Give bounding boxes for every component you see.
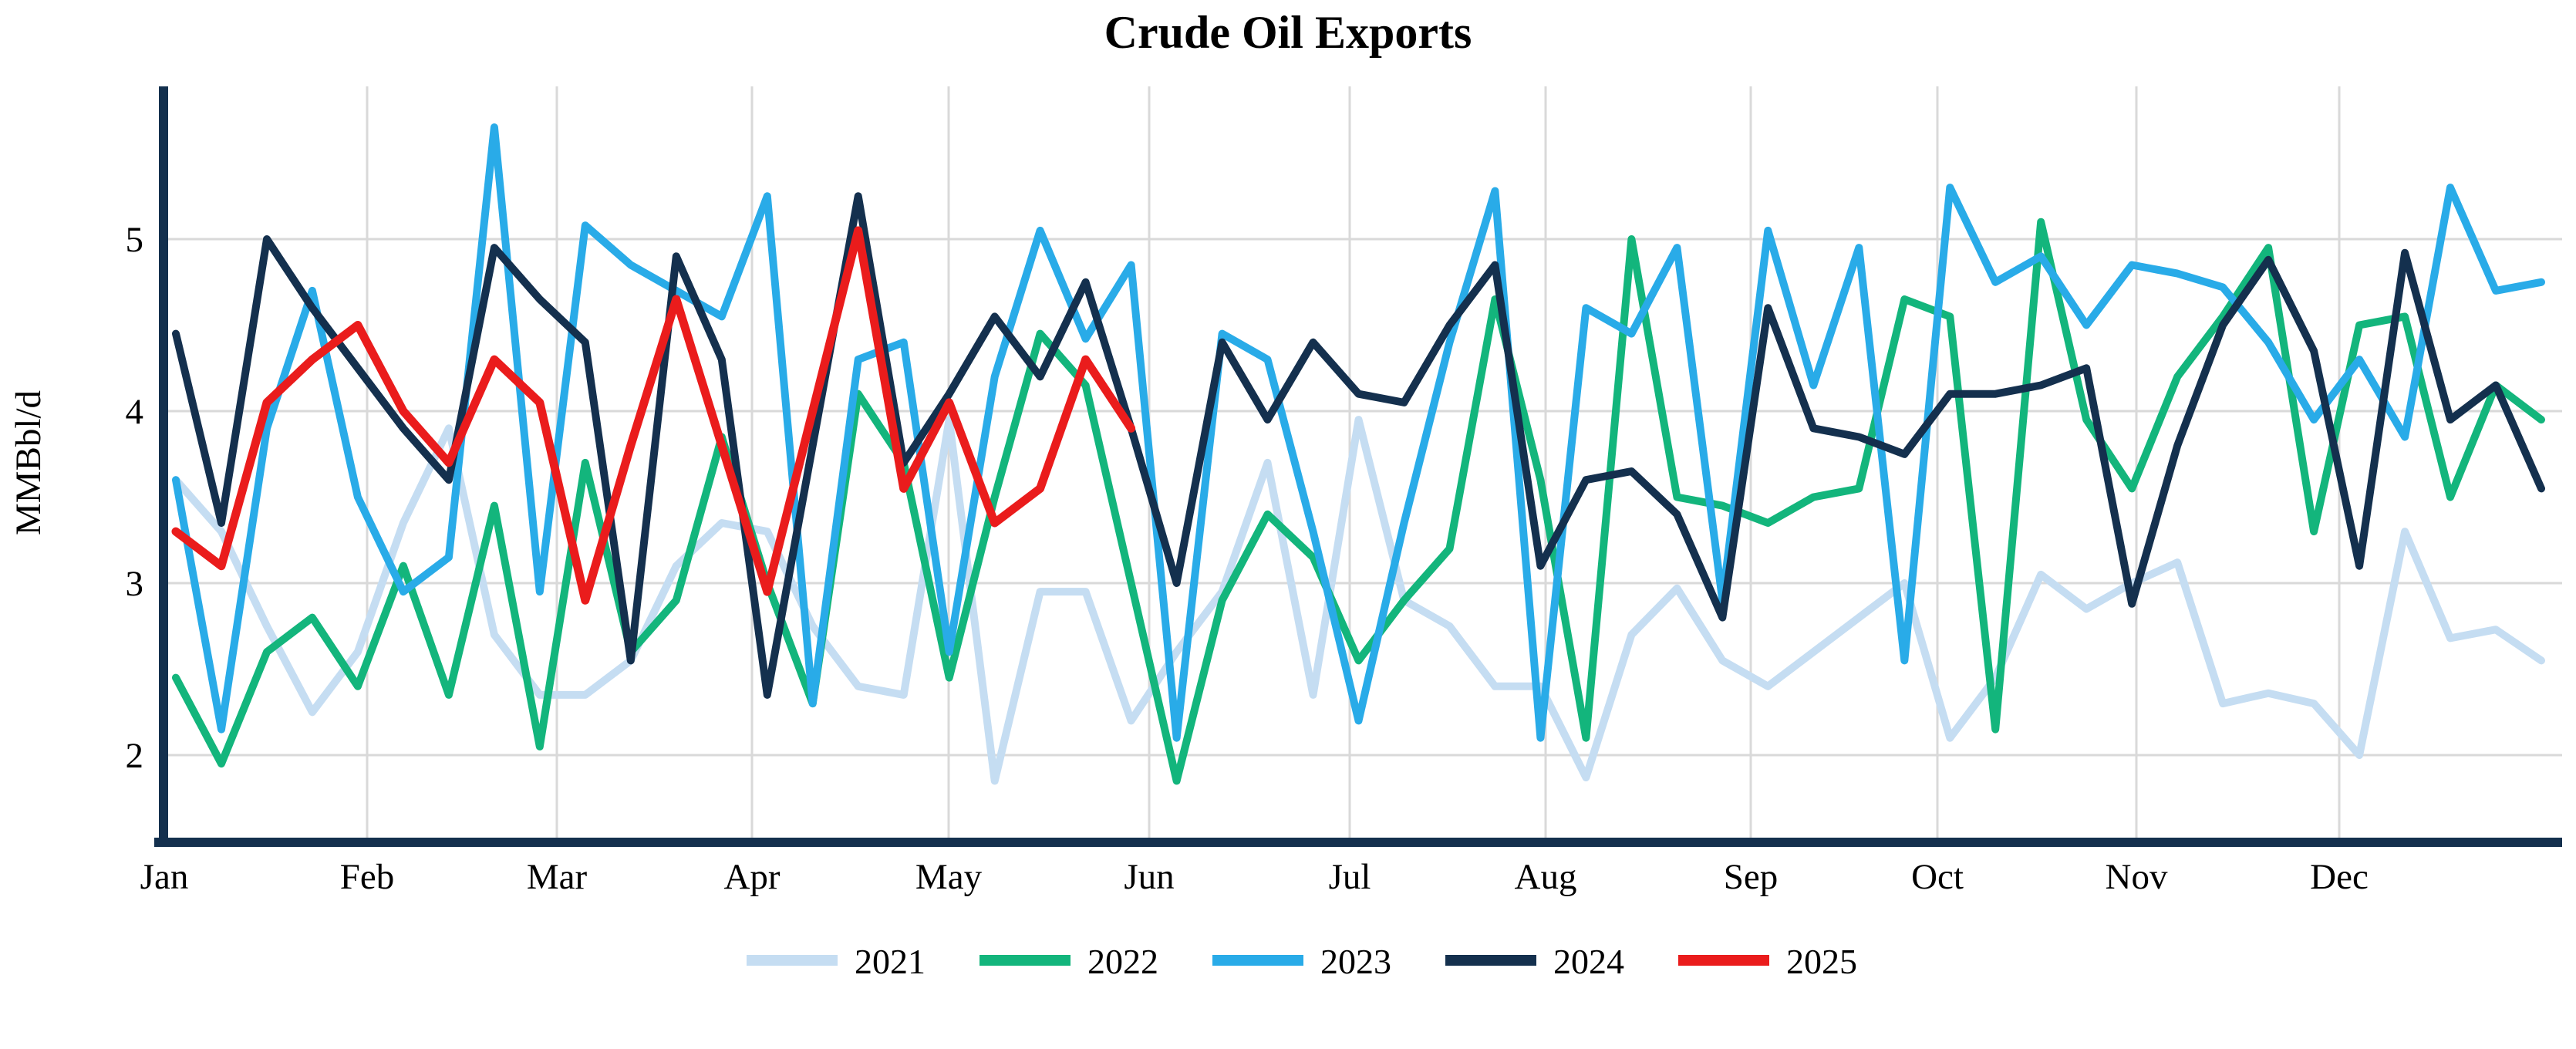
x-tick-label-apr: Apr (723, 857, 780, 897)
legend-label-2025: 2025 (1786, 942, 1857, 981)
legend-item-2024: 2024 (1445, 942, 1624, 981)
y-tick-label-5: 5 (126, 220, 144, 260)
series-line-2021 (172, 416, 2545, 785)
x-tick-label-aug: Aug (1515, 857, 1577, 897)
y-tick-label-2: 2 (126, 736, 144, 776)
y-tick-label-4: 4 (126, 392, 144, 432)
x-tick-label-dec: Dec (2310, 857, 2369, 897)
series-lines (171, 123, 2545, 785)
series-line-2022 (172, 218, 2545, 785)
x-tick-label-jul: Jul (1329, 857, 1371, 897)
legend-swatch-2021 (747, 955, 838, 966)
legend-item-2025: 2025 (1678, 942, 1857, 981)
x-tick-label-jun: Jun (1124, 857, 1174, 897)
chart-title: Crude Oil Exports (1104, 7, 1472, 58)
legend-label-2023: 2023 (1320, 942, 1391, 981)
x-tick-label-feb: Feb (340, 857, 395, 897)
x-tick-labels: Jan Feb Mar Apr May Jun Jul Aug Sep Oct Nov Dec (140, 857, 2369, 897)
x-tick-label-oct: Oct (1911, 857, 1964, 897)
legend-item-2022: 2022 (979, 942, 1158, 981)
x-tick-label-jan: Jan (140, 857, 189, 897)
x-tick-label-sep: Sep (1724, 857, 1779, 897)
x-axis-spine (154, 838, 2562, 847)
series-line-2023 (172, 123, 2545, 742)
axes (154, 86, 2562, 847)
y-tick-label-3: 3 (126, 564, 144, 604)
legend-swatch-2025 (1678, 955, 1769, 966)
legend-label-2021: 2021 (855, 942, 926, 981)
y-axis-title: MMBbl/d (8, 390, 49, 535)
legend-label-2024: 2024 (1553, 942, 1624, 981)
legend-swatch-2023 (1212, 955, 1303, 966)
y-tick-labels: 2 3 4 5 (126, 220, 144, 776)
legend-item-2023: 2023 (1212, 942, 1391, 981)
legend-item-2021: 2021 (747, 942, 926, 981)
series-line-2025 (171, 226, 1136, 605)
x-tick-label-mar: Mar (527, 857, 588, 897)
x-tick-label-nov: Nov (2106, 857, 2168, 897)
legend-label-2022: 2022 (1087, 942, 1158, 981)
x-tick-label-may: May (915, 857, 983, 897)
y-axis-spine (159, 86, 168, 846)
legend: 2021 2022 2023 2024 2025 (747, 942, 1857, 981)
legend-swatch-2024 (1445, 955, 1536, 966)
legend-swatch-2022 (979, 955, 1071, 966)
series-line-2024 (172, 192, 2545, 699)
